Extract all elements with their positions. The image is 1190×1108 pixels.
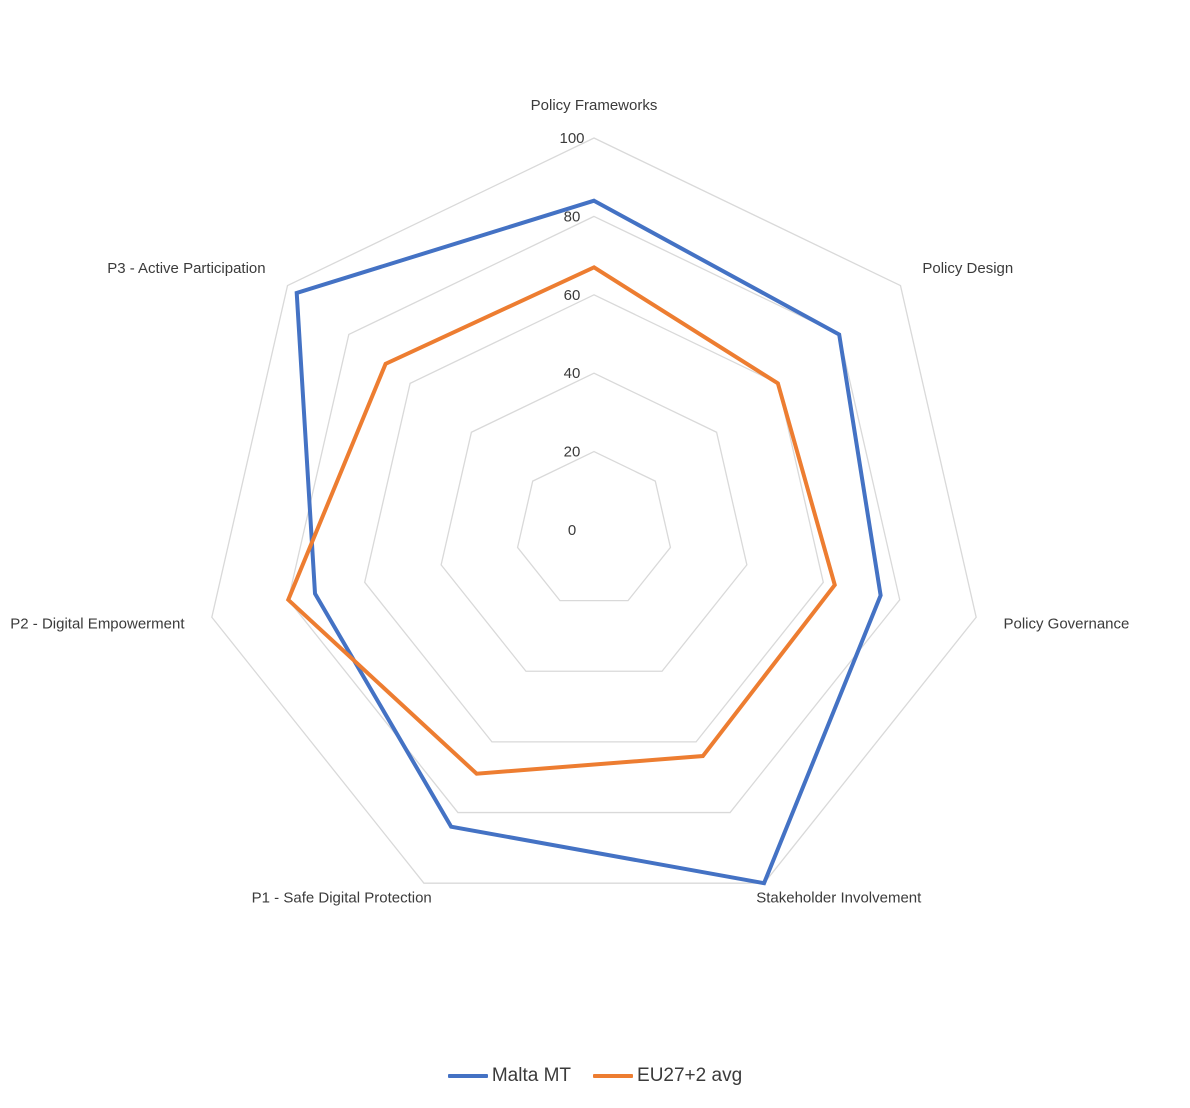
tick-label: 80 bbox=[564, 208, 581, 225]
series-lines bbox=[285, 198, 883, 886]
radial-tick-labels: 0 20 40 60 80 100 bbox=[559, 130, 584, 539]
legend-swatch-eu-avg bbox=[593, 1074, 634, 1078]
axis-label: P2 - Digital Empowerment bbox=[10, 615, 185, 632]
axis-labels: Policy Frameworks Policy Design Policy Gov… bbox=[10, 97, 1129, 906]
tick-label: 0 bbox=[568, 522, 576, 539]
tick-label: 60 bbox=[564, 287, 581, 304]
legend: Malta MT EU27+2 avg bbox=[0, 1060, 1190, 1092]
legend-swatch-malta bbox=[447, 1074, 488, 1078]
gridline-ring bbox=[287, 215, 901, 814]
gridline-ring bbox=[363, 294, 825, 743]
legend-label-eu-avg: EU27+2 avg bbox=[637, 1065, 743, 1086]
axis-label: Policy Frameworks bbox=[531, 97, 658, 114]
axis-label: P1 - Safe Digital Protection bbox=[252, 889, 432, 906]
series-line-eu-avg bbox=[285, 265, 837, 776]
axis-label: Policy Governance bbox=[1003, 615, 1129, 632]
axis-label: Stakeholder Involvement bbox=[756, 889, 922, 906]
axis-label: P3 - Active Participation bbox=[107, 260, 265, 277]
tick-label: 40 bbox=[564, 365, 581, 382]
gridline-ring bbox=[440, 372, 748, 672]
gridline-ring bbox=[516, 450, 672, 602]
legend-label-malta: Malta MT bbox=[491, 1065, 572, 1086]
legend-item-malta: Malta MT bbox=[447, 1065, 572, 1087]
gridline-ring bbox=[211, 137, 977, 884]
tick-label: 20 bbox=[564, 444, 581, 461]
tick-label: 100 bbox=[559, 130, 584, 147]
legend-item-eu-avg: EU27+2 avg bbox=[593, 1065, 742, 1087]
series-line-malta bbox=[294, 198, 883, 886]
axis-label: Policy Design bbox=[922, 260, 1013, 277]
